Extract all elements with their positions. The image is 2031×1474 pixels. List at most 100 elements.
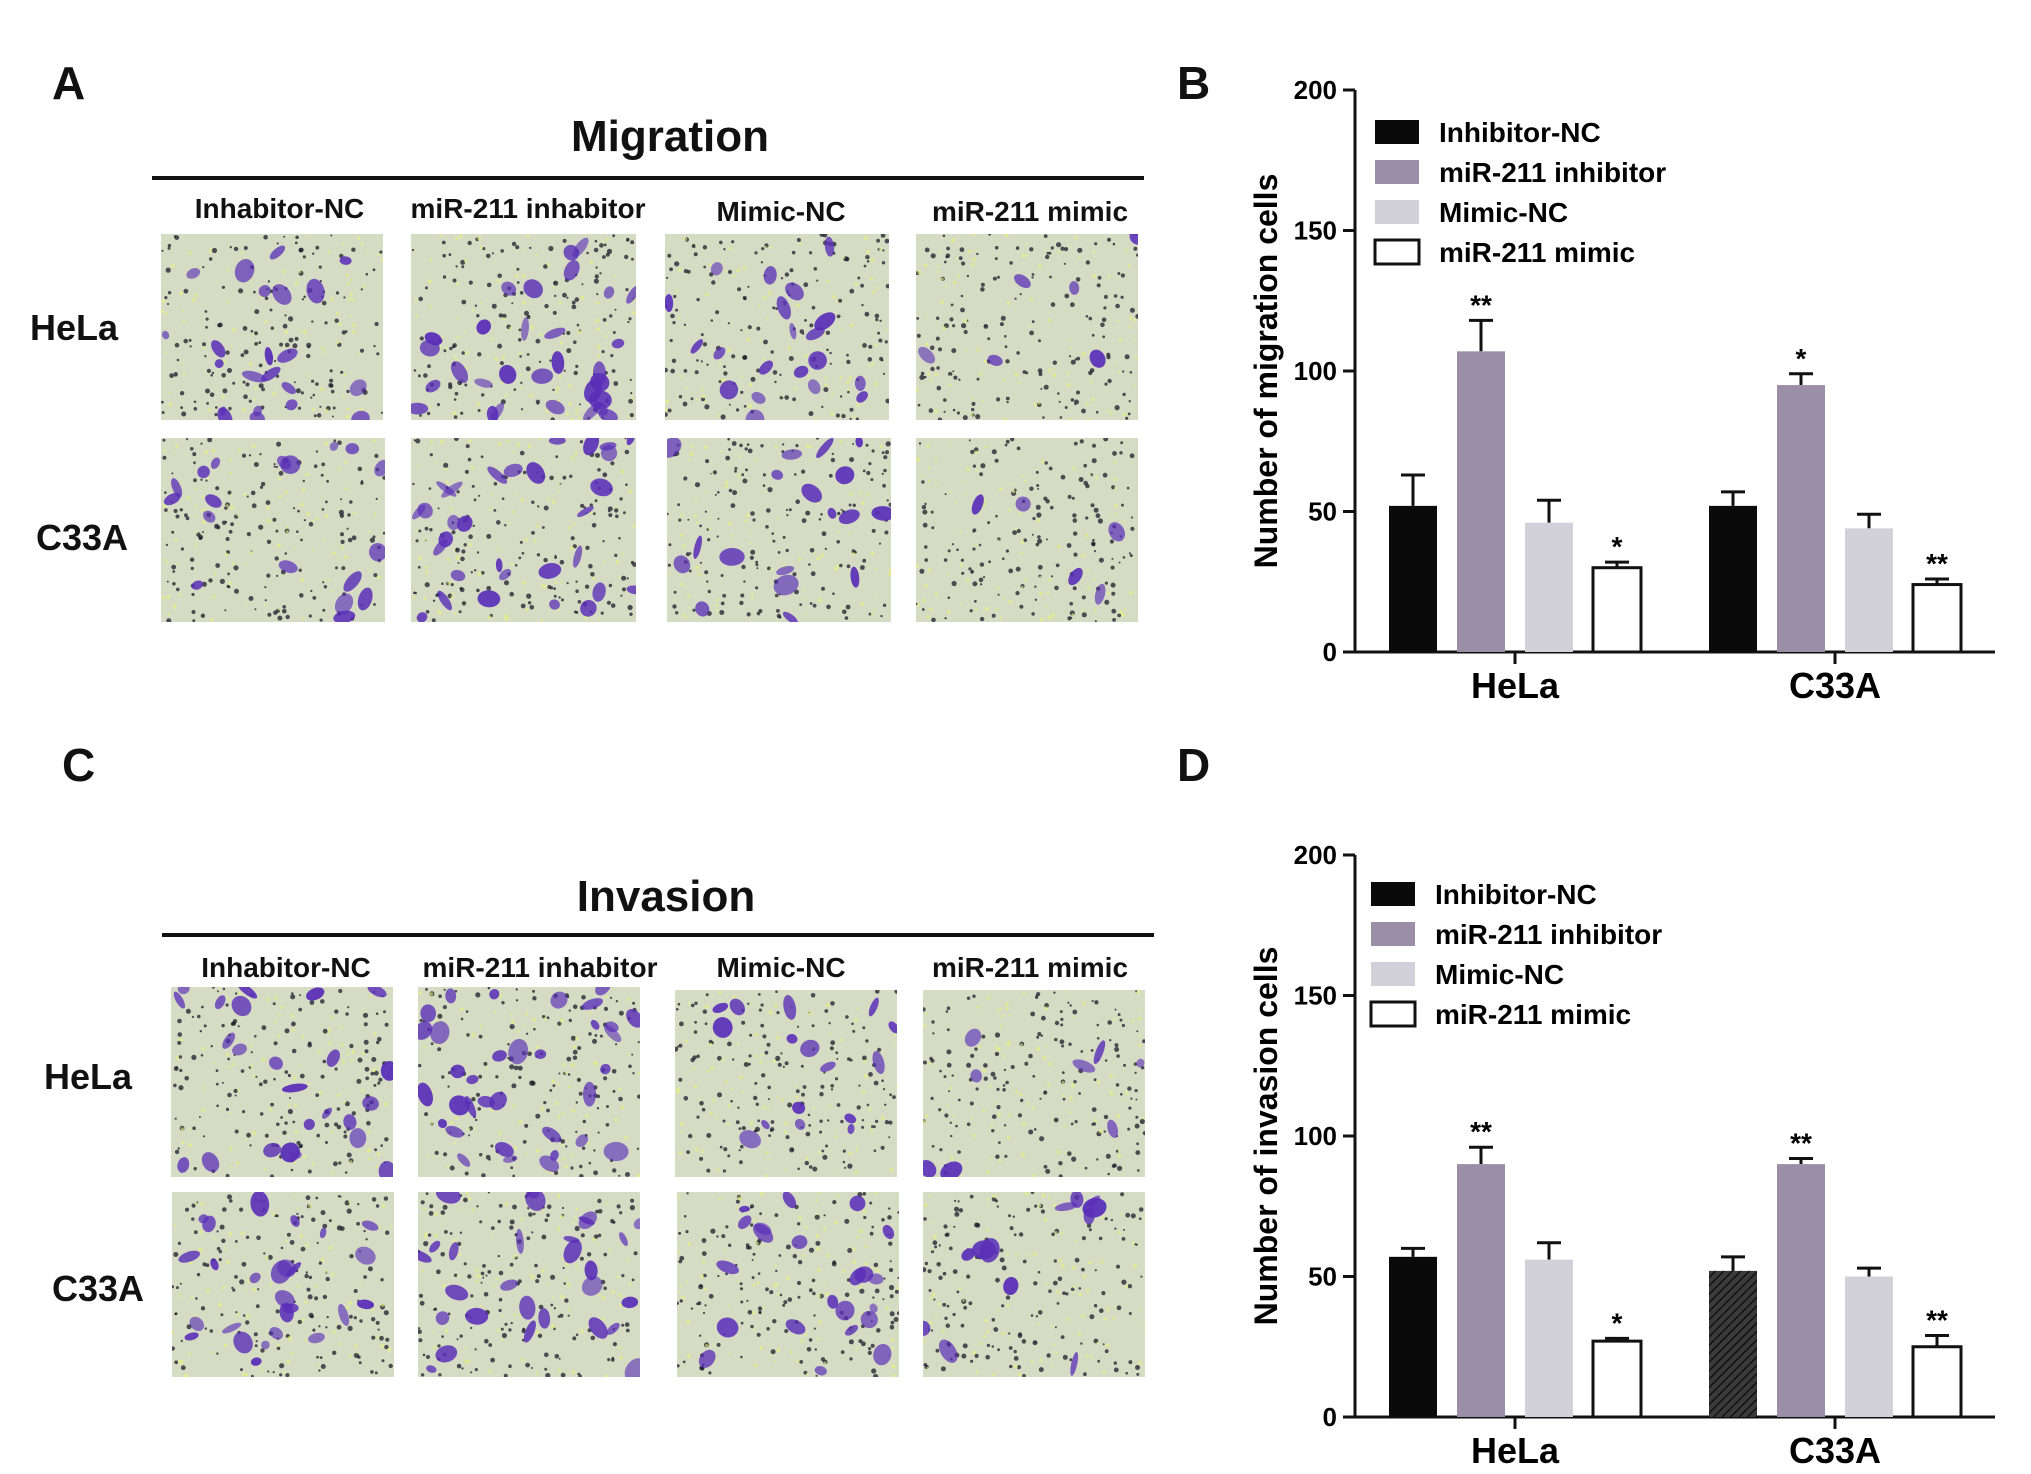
y-tick-label: 150 bbox=[1294, 981, 1337, 1011]
migration-title: Migration bbox=[571, 112, 769, 161]
panel-letter-b: B bbox=[1177, 57, 1211, 109]
y-tick-label: 100 bbox=[1294, 356, 1337, 386]
micrograph-migration-c33a-mir211-mimic bbox=[916, 438, 1138, 622]
bar-mir211-inhibitor-hela bbox=[1457, 1164, 1505, 1417]
legend-label-mir211-mimic: miR-211 mimic bbox=[1435, 999, 1631, 1030]
invasion-row-label-hela: HeLa bbox=[44, 1056, 133, 1097]
bar-mir211-mimic-hela bbox=[1591, 1339, 1643, 1419]
migration-row-label-c33a: C33A bbox=[36, 517, 129, 558]
y-tick-label: 0 bbox=[1323, 1402, 1337, 1432]
invasion-col-label-1: Inhabitor-NC bbox=[201, 952, 371, 983]
bar-mir211-inhibitor-c33a bbox=[1777, 1164, 1825, 1417]
micrograph-migration-c33a-inhibitor-nc bbox=[161, 438, 385, 622]
significance-label: * bbox=[1612, 1307, 1623, 1338]
significance-label: ** bbox=[1470, 289, 1492, 320]
micrograph-migration-c33a-mimic-nc bbox=[667, 438, 891, 622]
micrograph-texture bbox=[171, 987, 393, 1177]
micrograph-invasion-hela-mimic-nc bbox=[675, 990, 897, 1177]
invasion-row-label-c33a: C33A bbox=[52, 1268, 145, 1309]
bar-mimic-nc-c33a bbox=[1845, 528, 1893, 652]
micrograph-migration-hela-mir211-mimic bbox=[916, 234, 1138, 420]
legend-label-mimic-nc: Mimic-NC bbox=[1435, 959, 1564, 990]
bar-mimic-nc-hela bbox=[1525, 522, 1573, 652]
legend-label-mimic-nc: Mimic-NC bbox=[1439, 197, 1568, 228]
micrograph-texture bbox=[923, 990, 1145, 1177]
y-tick-label: 50 bbox=[1308, 497, 1337, 527]
y-tick-label: 200 bbox=[1294, 840, 1337, 870]
micrograph-invasion-hela-mir211-inhibitor bbox=[418, 987, 640, 1177]
micrograph-texture bbox=[665, 234, 889, 420]
migration-row-label-hela: HeLa bbox=[30, 307, 119, 348]
bar-mir211-mimic-hela bbox=[1591, 566, 1643, 654]
micrograph-texture bbox=[172, 1192, 394, 1377]
micrograph-texture bbox=[161, 438, 385, 622]
bar-inhibitor-nc-c33a bbox=[1709, 505, 1757, 652]
legend-swatch-mir211-inhibitor bbox=[1375, 160, 1419, 184]
x-category-label: C33A bbox=[1789, 665, 1881, 706]
x-category-label: HeLa bbox=[1471, 1430, 1560, 1471]
x-category-label: HeLa bbox=[1471, 665, 1560, 706]
invasion-title-rule bbox=[162, 933, 1154, 937]
bar-mimic-nc-c33a bbox=[1845, 1276, 1893, 1417]
invasion-col-label-3: Mimic-NC bbox=[716, 952, 846, 983]
migration-col-label-3: Mimic-NC bbox=[716, 196, 846, 227]
bar-mir211-inhibitor-c33a bbox=[1777, 385, 1825, 652]
significance-label: * bbox=[1612, 531, 1623, 562]
bar-inhibitor-nc-c33a bbox=[1709, 1270, 1757, 1417]
micrograph-invasion-c33a-inhibitor-nc bbox=[172, 1192, 394, 1377]
migration-bar-chart: 0 50 100 150 200 Number of migration cells HeL… bbox=[1248, 75, 1995, 706]
legend-swatch-mimic-nc bbox=[1371, 962, 1415, 986]
micrograph-texture bbox=[916, 438, 1138, 622]
legend-label-inhibitor-nc: Inhibitor-NC bbox=[1439, 117, 1601, 148]
significance-label: ** bbox=[1926, 1305, 1948, 1336]
invasion-bar-chart: 0 50 100 150 200 Number of invasion cells HeLa… bbox=[1248, 840, 1995, 1471]
x-category-label: C33A bbox=[1789, 1430, 1881, 1471]
significance-label: ** bbox=[1470, 1116, 1492, 1147]
micrograph-texture bbox=[411, 438, 636, 622]
micrograph-texture bbox=[667, 438, 891, 622]
y-axis-label: Number of migration cells bbox=[1248, 174, 1284, 569]
micrograph-migration-c33a-mir211-inhibitor bbox=[411, 438, 636, 622]
migration-col-label-1: Inhabitor-NC bbox=[194, 193, 365, 224]
micrograph-texture bbox=[916, 234, 1138, 420]
legend-label-mir211-inhibitor: miR-211 inhibitor bbox=[1435, 919, 1662, 950]
y-tick-label: 0 bbox=[1323, 637, 1337, 667]
panel-letter-d: D bbox=[1177, 739, 1211, 791]
micrograph-invasion-c33a-mir211-inhibitor bbox=[418, 1192, 640, 1377]
micrograph-migration-hela-inhibitor-nc bbox=[161, 234, 383, 420]
legend-swatch-inhibitor-nc bbox=[1371, 882, 1415, 906]
micrograph-texture bbox=[677, 1192, 899, 1377]
bar-inhibitor-nc-hela bbox=[1389, 505, 1437, 652]
micrograph-invasion-c33a-mimic-nc bbox=[677, 1192, 899, 1377]
bar-inhibitor-nc-hela bbox=[1389, 1256, 1437, 1417]
migration-title-rule bbox=[152, 176, 1144, 180]
invasion-title: Invasion bbox=[576, 872, 756, 921]
micrograph-texture bbox=[418, 1192, 640, 1377]
invasion-col-label-4: miR-211 mimic bbox=[931, 952, 1129, 983]
micrograph-invasion-hela-mir211-mimic bbox=[923, 990, 1145, 1177]
legend-label-mir211-mimic: miR-211 mimic bbox=[1439, 237, 1635, 268]
y-tick-label: 200 bbox=[1294, 75, 1337, 105]
panel-letter-c: C bbox=[62, 739, 96, 791]
micrograph-texture bbox=[418, 987, 640, 1177]
y-axis-label: Number of invasion cells bbox=[1248, 947, 1284, 1326]
legend-swatch-inhibitor-nc bbox=[1375, 120, 1419, 144]
micrograph-texture bbox=[161, 234, 383, 420]
micrograph-invasion-hela-inhibitor-nc bbox=[171, 987, 393, 1177]
y-tick-label: 50 bbox=[1308, 1262, 1337, 1292]
micrograph-texture bbox=[675, 990, 897, 1177]
micrograph-migration-hela-mir211-inhibitor bbox=[411, 234, 636, 420]
bar-mir211-mimic-c33a bbox=[1911, 583, 1963, 654]
micrograph-invasion-c33a-mir211-mimic bbox=[923, 1192, 1145, 1377]
y-tick-label: 150 bbox=[1294, 216, 1337, 246]
bar-mir211-inhibitor-hela bbox=[1457, 351, 1505, 652]
significance-label: ** bbox=[1790, 1127, 1812, 1158]
legend-label-inhibitor-nc: Inhibitor-NC bbox=[1435, 879, 1597, 910]
y-tick-label: 100 bbox=[1294, 1121, 1337, 1151]
significance-label: * bbox=[1796, 343, 1807, 374]
legend-swatch-mir211-inhibitor bbox=[1371, 922, 1415, 946]
legend-swatch-mir211-mimic bbox=[1369, 1000, 1417, 1028]
bar-mir211-mimic-c33a bbox=[1911, 1345, 1963, 1419]
micrograph-texture bbox=[923, 1192, 1145, 1377]
migration-col-label-2: miR-211 inhabitor bbox=[410, 193, 646, 224]
